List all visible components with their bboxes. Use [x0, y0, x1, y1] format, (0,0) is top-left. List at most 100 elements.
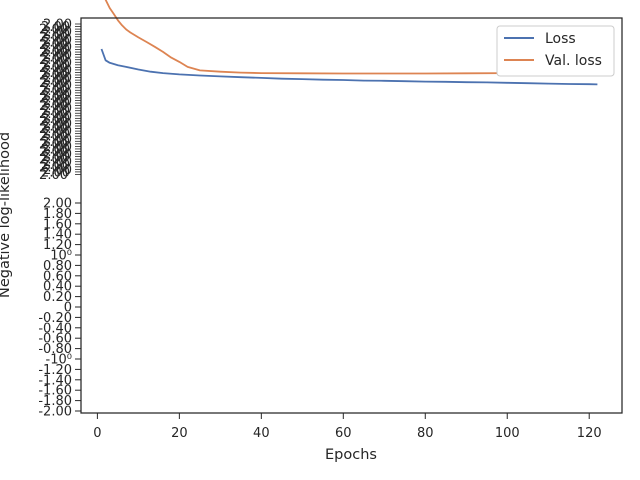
y-tick-label: 2.00 [43, 197, 72, 212]
y-tick-label-overlap: 2.00 [39, 53, 68, 68]
x-tick-label: 80 [417, 426, 434, 441]
y-axis-ticks: -2.00-1.80-1.60-1.40-1.20-10⁰-0.80-0.60-… [38, 197, 81, 420]
y-tick-label: 0 [64, 301, 72, 316]
y-tick-label-overlap: 2.00 [41, 81, 70, 96]
y-tick-label: 0.40 [43, 280, 72, 295]
y-tick-label-overlap: 2.00 [43, 33, 72, 48]
y-tick-label-overlap: 2.00 [39, 114, 68, 129]
y-tick-label-overlap: 2.00 [39, 145, 68, 160]
y-tick-label-overlap: 2.00 [43, 140, 72, 155]
y-tick-label-overlap: 2.00 [43, 56, 72, 71]
y-tick-label: -1.60 [38, 384, 72, 399]
y-tick-label-overlap: 2.00 [43, 18, 72, 33]
legend: Loss Val. loss [496, 25, 615, 77]
y-tick-label-overlap: 2.00 [41, 97, 70, 112]
y-tick-label-overlap: 2.00 [39, 61, 68, 76]
legend-label-val-loss: Val. loss [545, 53, 602, 69]
y-tick-label-overlap: 2.00 [39, 69, 68, 84]
y-tick-label: -0.80 [38, 342, 72, 357]
y-tick-label-overlap: 2.00 [39, 91, 68, 106]
y-tick-label-overlap: 2.00 [41, 127, 70, 142]
y-tick-label-overlap: 2.00 [41, 165, 70, 180]
y-tick-label-overlap: 2.00 [43, 40, 72, 55]
legend-label-loss: Loss [545, 31, 576, 47]
y-tick-label: -1.20 [38, 363, 72, 378]
y-tick-label-overlap: 2.00 [39, 23, 68, 38]
y-tick-label: -1.40 [38, 373, 72, 388]
series-line-0 [100, 48, 598, 86]
y-tick-label-overlap: 2.00 [41, 28, 70, 43]
x-tick-label: 100 [495, 426, 520, 441]
y-tick-label: 0.20 [43, 290, 72, 305]
y-tick-label-overlap: 2.00 [41, 43, 70, 58]
y-tick-label: 1.80 [43, 207, 72, 222]
x-axis-ticks: 0 20 40 60 80 100 120 [93, 413, 602, 441]
y-tick-label-overlap: 2.00 [43, 132, 72, 147]
y-tick-label-overlap: 2.00 [39, 160, 68, 175]
y-tick-label-overlap: 2.00 [39, 99, 68, 114]
y-tick-label: -1.80 [38, 394, 72, 409]
x-axis-label: Epochs [325, 447, 377, 463]
y-tick-label: -0.40 [38, 321, 72, 336]
y-tick-label-overlap: 2.00 [43, 117, 72, 132]
y-tick-label-overlap: 2.00 [39, 30, 68, 45]
x-tick-label: 120 [577, 426, 602, 441]
y-tick-label-overlap: 2.00 [39, 122, 68, 137]
y-tick-label-overlap: 2.00 [41, 66, 70, 81]
y-axis-label: Negative log-likelihood [0, 132, 13, 298]
x-tick-label: 40 [253, 426, 270, 441]
y-tick-label-overlap: 2.00 [39, 137, 68, 152]
y-tick-label-overlap: 2.00 [41, 158, 70, 173]
y-tick-label-overlap: 2.00 [43, 48, 72, 63]
y-tick-label-overlap: 2.00 [39, 130, 68, 145]
y-tick-label-overlap: 2.00 [43, 125, 72, 140]
y-tick-label-overlap: 2.00 [43, 163, 72, 178]
y-tick-label-overlap: 2.00 [41, 120, 70, 135]
y-tick-label-overlap: 2.00 [43, 148, 72, 163]
y-tick-label-overlap: 2.00 [41, 150, 70, 165]
y-tick-label: -0.60 [38, 332, 72, 347]
y-tick-label-overlap: 2.00 [43, 25, 72, 40]
plot-frame [80, 17, 623, 414]
y-tick-label-overlap: 2.00 [41, 89, 70, 104]
y-tick-label-overlap: 2.00 [41, 135, 70, 150]
y-tick-label-overlap: 2.00 [43, 63, 72, 78]
y-tick-label-overlap: 2.00 [43, 109, 72, 124]
y-tick-label: -0.20 [38, 311, 72, 326]
y-tick-label: 0.60 [43, 269, 72, 284]
x-tick-label: 0 [93, 426, 101, 441]
y-tick-label-overlap: 2.00 [43, 79, 72, 94]
y-tick-label: 1.60 [43, 217, 72, 232]
y-tick-label-overlap: 2.00 [41, 20, 70, 35]
y-tick-label: 1.20 [43, 238, 72, 253]
x-tick-label: 20 [171, 426, 188, 441]
y-tick-label-overlap: 2.00 [43, 94, 72, 109]
y-tick-label: -2.00 [38, 405, 72, 420]
y-tick-label: -10⁰ [46, 353, 72, 368]
y-tick-label-overlap: 2.00 [41, 35, 70, 50]
y-tick-label-overlap: 2.00 [43, 155, 72, 170]
x-tick-label: 60 [335, 426, 352, 441]
y-tick-label-overlap: 2.00 [39, 46, 68, 61]
series-line-1 [104, 0, 598, 75]
y-tick-label-overlap: 2.00 [39, 38, 68, 53]
y-tick-label: 0.80 [43, 259, 72, 274]
y-tick-label: 1.40 [43, 228, 72, 243]
plot-lines [100, 0, 598, 86]
y-tick-label-overlap: 2.00 [39, 153, 68, 168]
y-tick-label: 10⁰ [50, 249, 72, 264]
y-tick-label-overlap: 2.00 [41, 112, 70, 127]
y-tick-label-overlap: 2.00 [41, 58, 70, 73]
y-tick-label-overlap: 2.00 [39, 84, 68, 99]
y-tick-label-overlap: 2.00 [41, 142, 70, 157]
y-tick-label-overlap: 2.00 [39, 76, 68, 91]
y-tick-label-overlap: 2.00 [43, 102, 72, 117]
y-axis-overlapping-labels: 2.002.002.002.002.002.002.002.002.002.00… [39, 18, 81, 183]
y-tick-label-overlap: 2.00 [39, 107, 68, 122]
y-tick-label-overlap: 2.00 [41, 74, 70, 89]
y-tick-label-overlap: 2.00 [41, 104, 70, 119]
y-tick-label-overlap: 2.00 [39, 168, 68, 183]
y-tick-label-overlap: 2.00 [43, 71, 72, 86]
y-tick-label-overlap: 2.00 [41, 51, 70, 66]
